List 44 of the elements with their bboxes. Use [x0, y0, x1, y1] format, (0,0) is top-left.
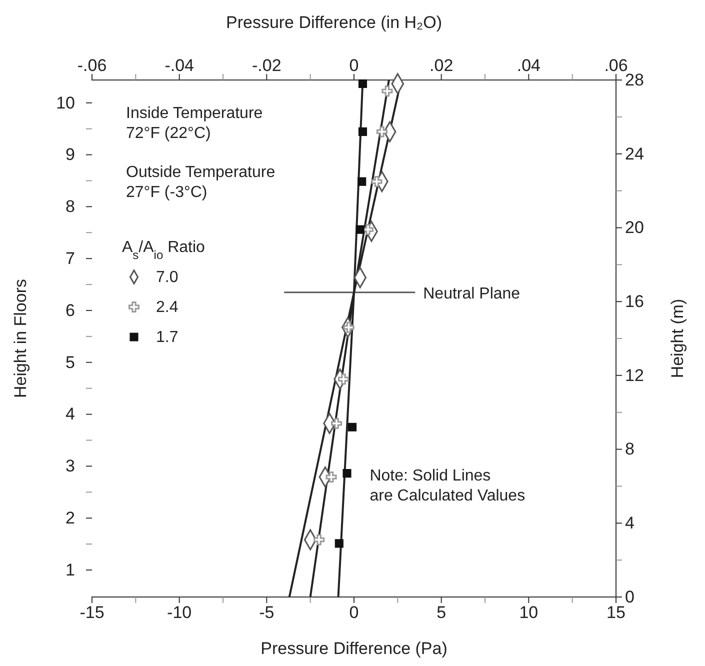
ref-line-label: Neutral Plane	[423, 285, 520, 302]
x-tick-label: 5	[436, 603, 446, 622]
y-tick-label: 4	[66, 404, 75, 424]
x-tick-label: 15	[606, 603, 626, 622]
y2-tick-label: 0	[625, 587, 634, 606]
legend-label: 7.0	[156, 269, 178, 286]
y2-tick-label: 16	[625, 292, 644, 312]
y2-tick-label: 28	[625, 70, 644, 90]
x-tick-label: -10	[167, 603, 192, 622]
x2-tick-label: 0	[349, 56, 359, 75]
legend-title: A$_{s}$/A$_{io}$ Ratio	[122, 239, 206, 262]
x-tick-label: -15	[80, 603, 104, 622]
y-tick-label: 10	[56, 93, 75, 112]
x2-tick-label: .06	[604, 56, 628, 75]
x-axis-title: Pressure Difference (Pa)	[260, 639, 448, 658]
y-tick-label: 6	[66, 300, 75, 320]
x2-tick-label: .04	[516, 56, 540, 75]
x2-tick-label: -.02	[252, 56, 282, 75]
y-axis-title: Height in Floors	[11, 278, 30, 398]
x-tick-label: 10	[519, 603, 538, 622]
legend-label: 2.4	[156, 299, 178, 316]
y2-tick-label: 12	[625, 366, 644, 385]
y2-tick-label: 24	[625, 144, 644, 164]
annotation: Inside Temperature 72°F (22°C)	[126, 105, 263, 142]
legend-label: 1.7	[156, 329, 178, 346]
annotation: Note: Solid Lines are Calculated Values	[370, 468, 526, 505]
y-tick-label: 2	[66, 508, 75, 528]
y2-axis-title: Height (m)	[668, 298, 687, 378]
y-tick-label: 5	[66, 352, 75, 372]
y-tick-label: 1	[66, 560, 75, 580]
x2-tick-label: -.06	[77, 56, 107, 75]
x2-axis-title: Pressure Difference (in H₂O)	[226, 13, 442, 32]
y2-tick-label: 4	[625, 514, 634, 533]
y-tick-label: 3	[66, 456, 75, 476]
x-tick-label: -5	[259, 603, 274, 622]
y-tick-label: 8	[66, 197, 75, 216]
y-tick-label: 7	[66, 249, 75, 268]
x2-tick-label: -.04	[164, 56, 194, 75]
y-tick-label: 9	[66, 145, 75, 164]
x2-tick-label: .02	[430, 56, 454, 75]
annotation: Outside Temperature 27°F (-3°C)	[126, 164, 276, 201]
x-tick-label: 0	[349, 603, 359, 622]
y2-tick-label: 20	[625, 218, 644, 238]
y2-tick-label: 8	[625, 440, 634, 459]
